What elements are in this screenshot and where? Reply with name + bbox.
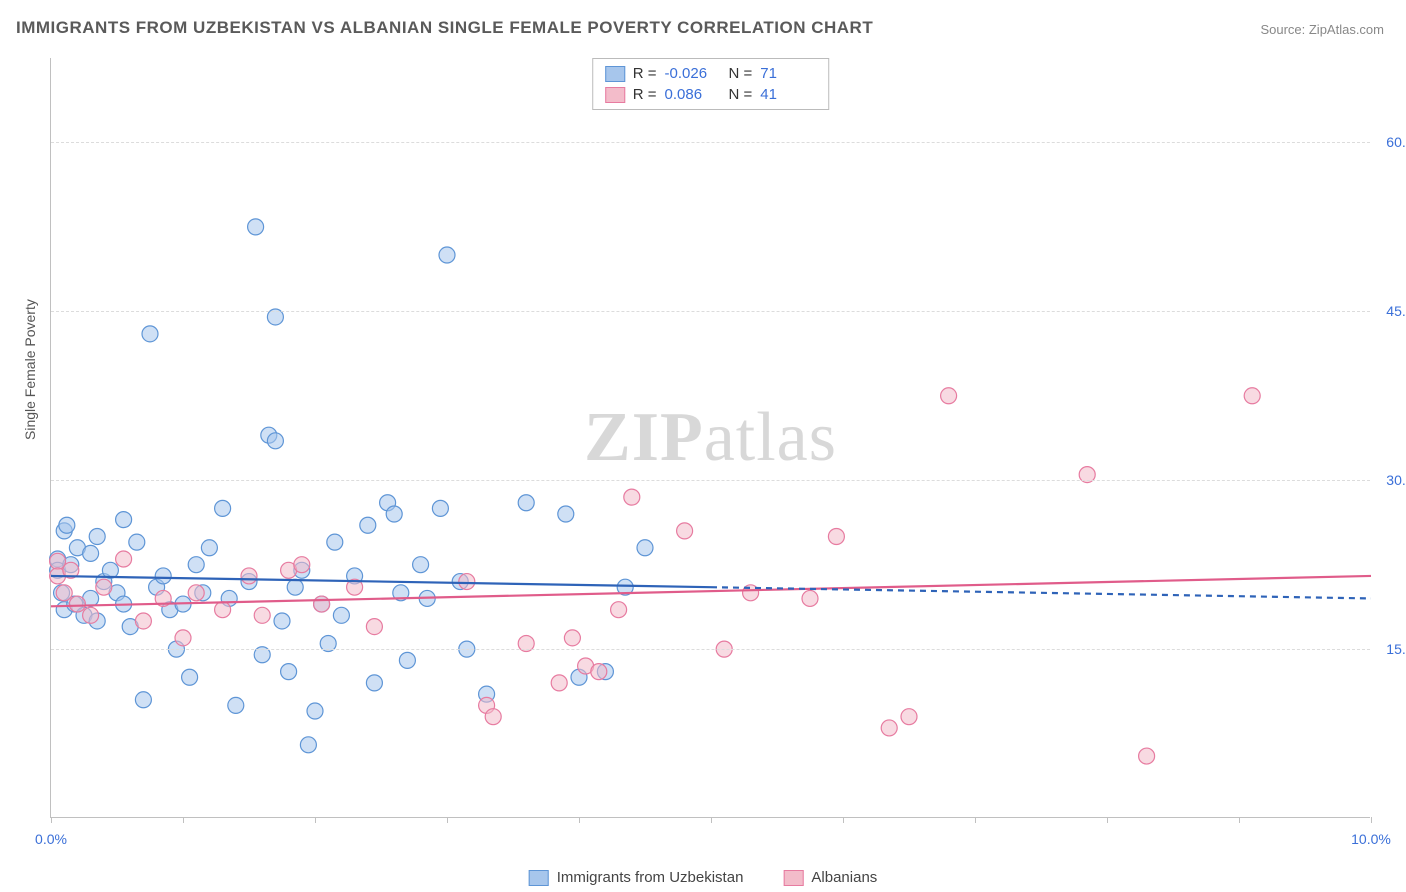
scatter-point (241, 568, 257, 584)
scatter-point (439, 247, 455, 263)
scatter-point (399, 652, 415, 668)
scatter-point (135, 613, 151, 629)
x-tick (315, 817, 316, 823)
scatter-point (327, 534, 343, 550)
gridline (51, 311, 1370, 312)
swatch-albanian (783, 870, 803, 886)
x-tick (1371, 817, 1372, 823)
source-attribution: Source: ZipAtlas.com (1260, 22, 1384, 37)
x-tick (1239, 817, 1240, 823)
gridline (51, 142, 1370, 143)
y-tick-label: 60.0% (1386, 134, 1406, 150)
scatter-point (459, 574, 475, 590)
source-prefix: Source: (1260, 22, 1308, 37)
scatter-point (366, 675, 382, 691)
scatter-point (307, 703, 323, 719)
scatter-point (175, 630, 191, 646)
gridline (51, 480, 1370, 481)
scatter-point (96, 579, 112, 595)
legend-item-uzbek: Immigrants from Uzbekistan (529, 869, 744, 886)
x-tick (579, 817, 580, 823)
scatter-point (56, 585, 72, 601)
scatter-point (901, 709, 917, 725)
x-tick (447, 817, 448, 823)
y-axis-title: Single Female Poverty (22, 299, 38, 440)
scatter-point (611, 602, 627, 618)
scatter-point (155, 568, 171, 584)
scatter-point (432, 500, 448, 516)
legend-item-albanian: Albanians (783, 869, 877, 886)
scatter-point (188, 585, 204, 601)
scatter-point (116, 512, 132, 528)
scatter-point (828, 529, 844, 545)
scatter-point (182, 669, 198, 685)
scatter-point (215, 602, 231, 618)
scatter-point (248, 219, 264, 235)
scatter-point (366, 619, 382, 635)
legend-label-uzbek: Immigrants from Uzbekistan (557, 869, 744, 886)
x-tick (51, 817, 52, 823)
scatter-point (116, 551, 132, 567)
scatter-point (300, 737, 316, 753)
scatter-point (294, 557, 310, 573)
scatter-point (518, 495, 534, 511)
scatter-point (677, 523, 693, 539)
scatter-point (83, 607, 99, 623)
scatter-point (201, 540, 217, 556)
scatter-point (59, 517, 75, 533)
scatter-point (89, 529, 105, 545)
y-tick-label: 15.0% (1386, 641, 1406, 657)
x-tick-label: 0.0% (35, 831, 67, 847)
swatch-uzbek (529, 870, 549, 886)
scatter-point (1139, 748, 1155, 764)
y-tick-label: 45.0% (1386, 303, 1406, 319)
x-tick (843, 817, 844, 823)
scatter-point (281, 664, 297, 680)
scatter-point (142, 326, 158, 342)
scatter-point (274, 613, 290, 629)
scatter-point (558, 506, 574, 522)
scatter-point (564, 630, 580, 646)
chart-svg (51, 58, 1370, 817)
scatter-point (637, 540, 653, 556)
scatter-point (135, 692, 151, 708)
scatter-point (591, 664, 607, 680)
scatter-point (360, 517, 376, 533)
scatter-point (228, 697, 244, 713)
y-tick-label: 30.0% (1386, 472, 1406, 488)
x-tick (975, 817, 976, 823)
x-tick (711, 817, 712, 823)
scatter-point (83, 545, 99, 561)
scatter-point (215, 500, 231, 516)
scatter-point (287, 579, 303, 595)
plot-area: ZIPatlas R = -0.026 N = 71 R = 0.086 N =… (50, 58, 1370, 818)
scatter-point (267, 433, 283, 449)
x-tick (1107, 817, 1108, 823)
x-tick (183, 817, 184, 823)
scatter-point (129, 534, 145, 550)
legend-series: Immigrants from Uzbekistan Albanians (529, 869, 878, 886)
scatter-point (485, 709, 501, 725)
scatter-point (881, 720, 897, 736)
scatter-point (386, 506, 402, 522)
scatter-point (802, 590, 818, 606)
scatter-point (69, 596, 85, 612)
scatter-point (413, 557, 429, 573)
scatter-point (188, 557, 204, 573)
source-link[interactable]: ZipAtlas.com (1309, 22, 1384, 37)
legend-label-albanian: Albanians (811, 869, 877, 886)
scatter-point (941, 388, 957, 404)
scatter-point (551, 675, 567, 691)
x-tick-label: 10.0% (1351, 831, 1391, 847)
gridline (51, 649, 1370, 650)
scatter-point (314, 596, 330, 612)
scatter-point (1244, 388, 1260, 404)
chart-title: IMMIGRANTS FROM UZBEKISTAN VS ALBANIAN S… (16, 18, 873, 38)
scatter-point (333, 607, 349, 623)
scatter-point (254, 607, 270, 623)
scatter-point (624, 489, 640, 505)
